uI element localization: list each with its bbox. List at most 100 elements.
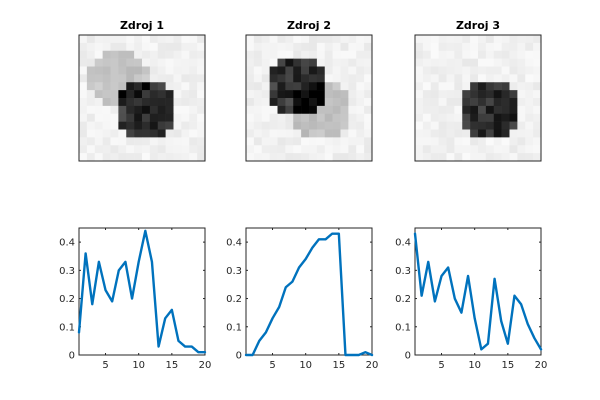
- image-cell: [102, 98, 111, 107]
- image-cell: [517, 42, 526, 52]
- image-cell: [197, 50, 206, 59]
- y-tick-label: 0.1: [226, 322, 242, 333]
- image-cell: [422, 113, 432, 122]
- image-cell: [525, 113, 534, 122]
- image-cell: [493, 58, 502, 67]
- image-cell: [493, 121, 502, 130]
- image-cell: [197, 121, 206, 130]
- image-cell: [293, 82, 302, 91]
- image-cell: [470, 35, 479, 44]
- image-cell: [525, 42, 534, 52]
- image-cell: [316, 90, 326, 99]
- x-tick-label: 5: [102, 360, 108, 371]
- image-cell: [485, 129, 495, 138]
- image-cell: [324, 82, 333, 91]
- image-cell: [324, 74, 333, 83]
- image-cell: [533, 98, 542, 107]
- image-cell: [253, 137, 263, 146]
- image-cell: [86, 137, 96, 146]
- image-cell: [485, 42, 495, 52]
- image-cell: [165, 145, 174, 154]
- image-frame-3: [414, 34, 542, 162]
- image-cell: [340, 121, 349, 130]
- image-cell: [197, 42, 206, 52]
- image-cell: [173, 129, 182, 138]
- image-cell: [261, 105, 270, 115]
- image-cell: [126, 58, 135, 67]
- image-cell: [422, 121, 432, 130]
- image-cell: [470, 113, 479, 122]
- image-cell: [533, 121, 542, 130]
- image-cell: [485, 90, 495, 99]
- image-cell: [415, 105, 424, 115]
- y-tick-label: 0.2: [226, 294, 242, 305]
- image-cell: [285, 74, 294, 83]
- image-cell: [126, 129, 135, 138]
- image-cell: [316, 153, 326, 162]
- image-cell: [309, 153, 318, 162]
- image-cell: [142, 90, 151, 99]
- image-cell: [197, 113, 206, 122]
- image-cell: [134, 129, 143, 138]
- image-cell: [246, 121, 255, 130]
- image-cell: [422, 145, 432, 154]
- image-cell: [332, 145, 341, 154]
- image-cell: [197, 105, 206, 115]
- image-cell: [348, 105, 357, 115]
- image-cell: [293, 74, 302, 83]
- image-cell: [501, 66, 510, 75]
- image-cell: [517, 50, 526, 59]
- image-cell: [493, 90, 502, 99]
- image-cell: [253, 113, 263, 122]
- image-cell: [446, 113, 455, 122]
- image-cell: [340, 90, 349, 99]
- image-cell: [422, 82, 432, 91]
- image-cell: [454, 74, 463, 83]
- image-cell: [94, 129, 103, 138]
- image-cell: [501, 82, 510, 91]
- image-cell: [454, 98, 463, 107]
- image-cell: [348, 66, 357, 75]
- image-cell: [142, 113, 151, 122]
- image-cell: [509, 105, 518, 115]
- image-cell: [309, 121, 318, 130]
- image-cell: [324, 50, 333, 59]
- image-cell: [134, 113, 143, 122]
- image-cell: [422, 58, 432, 67]
- image-cell: [126, 82, 135, 91]
- image-cell: [309, 105, 318, 115]
- image-cell: [293, 105, 302, 115]
- x-tick-label: 5: [269, 360, 275, 371]
- image-cell: [324, 129, 333, 138]
- image-cell: [173, 113, 182, 122]
- image-cell: [348, 90, 357, 99]
- image-cell: [79, 74, 88, 83]
- image-cell: [79, 82, 88, 91]
- image-cell: [470, 66, 479, 75]
- image-cell: [134, 74, 143, 83]
- image-cell: [86, 58, 96, 67]
- image-frame-1: [78, 34, 206, 162]
- image-cell: [462, 121, 471, 130]
- image-cell: [446, 58, 455, 67]
- image-cell: [438, 42, 447, 52]
- image-cell: [126, 113, 135, 122]
- image-cell: [364, 58, 373, 67]
- image-cell: [165, 66, 174, 75]
- image-cell: [422, 74, 432, 83]
- image-cell: [364, 145, 373, 154]
- image-cell: [118, 98, 127, 107]
- x-tick-label: 10: [468, 360, 481, 371]
- image-cell: [181, 58, 190, 67]
- image-cell: [102, 74, 111, 83]
- image-cell: [142, 137, 151, 146]
- image-cell: [261, 145, 270, 154]
- image-cell: [285, 98, 294, 107]
- image-cell: [301, 35, 310, 44]
- image-cell: [269, 66, 278, 75]
- image-cell: [142, 98, 151, 107]
- image-cell: [525, 74, 534, 83]
- image-cell: [454, 50, 463, 59]
- image-cell: [165, 137, 174, 146]
